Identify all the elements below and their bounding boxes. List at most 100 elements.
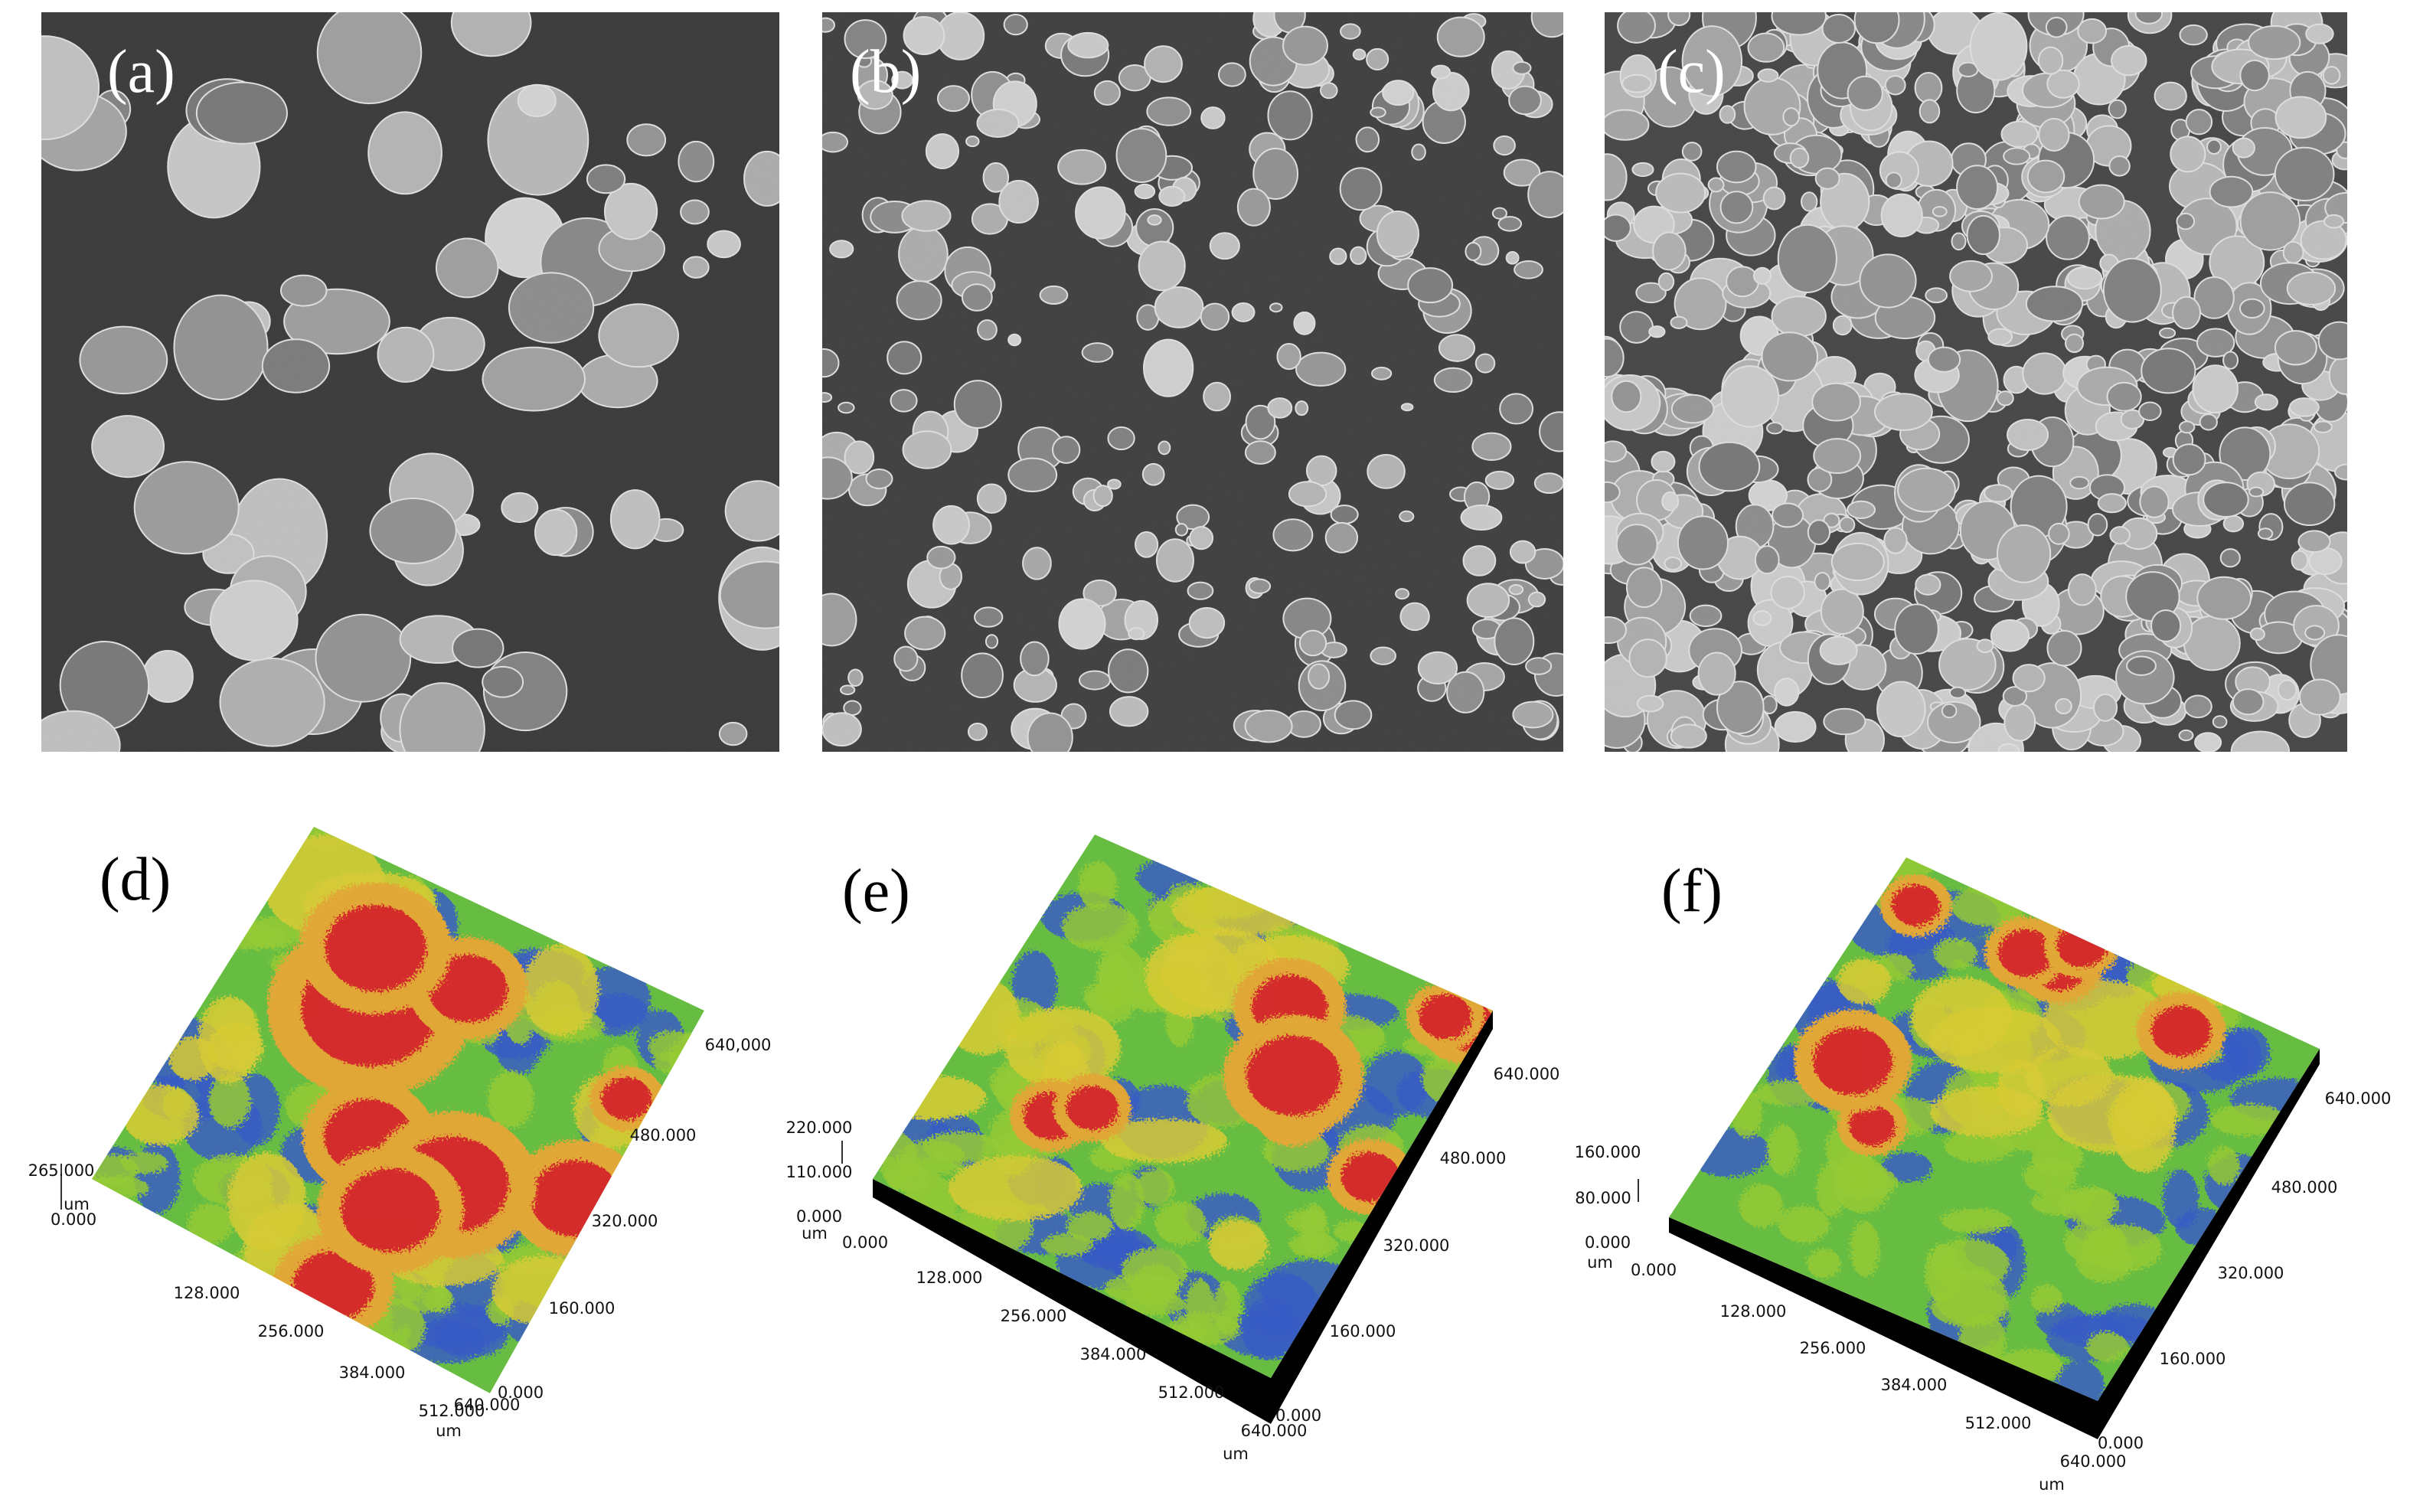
particle bbox=[1407, 267, 1454, 304]
x-unit: um bbox=[436, 1422, 462, 1440]
particle bbox=[1698, 441, 1761, 492]
y-tick-label: 480.000 bbox=[2271, 1178, 2338, 1197]
surface-texture bbox=[873, 834, 1493, 1378]
particle bbox=[1108, 648, 1149, 694]
z-tick-label: 265.000 bbox=[28, 1161, 95, 1180]
y-tick-label: 640,000 bbox=[705, 1036, 772, 1054]
particle bbox=[609, 489, 661, 550]
particle bbox=[1811, 382, 1861, 422]
x-tick-label: 256.000 bbox=[1800, 1339, 1866, 1357]
particle bbox=[1446, 671, 1485, 714]
surface-base bbox=[1669, 1049, 2320, 1439]
particle bbox=[2328, 354, 2347, 395]
particle bbox=[1367, 453, 1406, 489]
particle bbox=[1697, 651, 1736, 696]
particle bbox=[2219, 548, 2241, 568]
particle bbox=[1298, 629, 1327, 657]
particle bbox=[2274, 96, 2327, 139]
particle bbox=[1295, 400, 1309, 416]
particle bbox=[985, 634, 999, 649]
particle bbox=[1789, 147, 1810, 168]
particle bbox=[1340, 23, 1361, 40]
z-tick-label: 160.000 bbox=[1575, 1143, 1641, 1161]
particle bbox=[1093, 80, 1121, 106]
particle bbox=[1819, 635, 1858, 665]
particle bbox=[1927, 700, 1981, 744]
particle bbox=[1605, 214, 1631, 242]
particle bbox=[1782, 107, 1800, 127]
particle bbox=[1282, 25, 1328, 66]
particle bbox=[857, 80, 893, 110]
particle bbox=[1508, 85, 1542, 116]
particle bbox=[965, 136, 980, 148]
particle bbox=[261, 338, 331, 394]
particle bbox=[1762, 186, 1786, 211]
particle bbox=[2141, 348, 2196, 394]
particle bbox=[707, 230, 741, 259]
particle bbox=[1670, 723, 1707, 749]
particle bbox=[2179, 24, 2208, 46]
particle bbox=[2297, 530, 2331, 554]
particle bbox=[961, 652, 1004, 699]
particle bbox=[2239, 59, 2270, 92]
panel-label: (a) bbox=[107, 38, 175, 106]
particle bbox=[1058, 598, 1106, 650]
particle bbox=[367, 111, 442, 195]
particle bbox=[1295, 351, 1347, 387]
particle bbox=[2203, 482, 2249, 518]
particle bbox=[1329, 247, 1347, 266]
particle bbox=[1209, 232, 1240, 260]
particle bbox=[133, 461, 240, 555]
sem-image: (c) bbox=[1605, 12, 2347, 752]
particle bbox=[315, 613, 412, 703]
particle bbox=[1236, 188, 1271, 227]
particle bbox=[1027, 712, 1073, 752]
particle bbox=[903, 15, 945, 55]
particle bbox=[898, 225, 949, 282]
particle bbox=[2313, 420, 2333, 433]
particle bbox=[2239, 298, 2265, 319]
particle bbox=[1884, 75, 1906, 96]
particle bbox=[2334, 463, 2347, 481]
particle bbox=[1144, 45, 1183, 83]
particle bbox=[1859, 253, 1917, 309]
particle bbox=[1990, 619, 2030, 652]
y-tick-label: 160.000 bbox=[549, 1299, 616, 1318]
x-tick-label: 128.000 bbox=[916, 1269, 983, 1287]
particle bbox=[2159, 327, 2177, 339]
particle bbox=[901, 200, 952, 232]
particle bbox=[2007, 418, 2049, 452]
particle bbox=[1770, 575, 1805, 609]
particle bbox=[1512, 61, 1532, 75]
particle bbox=[1832, 315, 1853, 336]
particle bbox=[2003, 703, 2036, 742]
particle bbox=[91, 415, 165, 478]
particle bbox=[586, 164, 626, 194]
sem-content bbox=[41, 12, 779, 752]
particle bbox=[2232, 688, 2265, 716]
particle bbox=[517, 83, 557, 118]
particle bbox=[1466, 583, 1510, 619]
x-unit: um bbox=[2039, 1475, 2065, 1494]
particle bbox=[2138, 401, 2162, 421]
particle bbox=[1155, 538, 1194, 583]
particle bbox=[2192, 364, 2239, 414]
particle bbox=[1003, 14, 1028, 36]
particle bbox=[1382, 80, 1415, 106]
y-tick-label: 320.000 bbox=[2218, 1264, 2284, 1282]
particle bbox=[838, 401, 855, 414]
panel-label: (b) bbox=[850, 38, 921, 106]
panel-label: (e) bbox=[842, 857, 910, 925]
particle bbox=[887, 341, 923, 375]
particle bbox=[142, 650, 194, 704]
particle bbox=[626, 123, 667, 157]
particle bbox=[1956, 165, 1999, 211]
particle bbox=[1997, 390, 2014, 407]
particle bbox=[209, 580, 299, 661]
particle bbox=[844, 19, 887, 60]
particle bbox=[724, 480, 779, 542]
particle bbox=[1615, 524, 1658, 566]
particle bbox=[377, 326, 435, 383]
